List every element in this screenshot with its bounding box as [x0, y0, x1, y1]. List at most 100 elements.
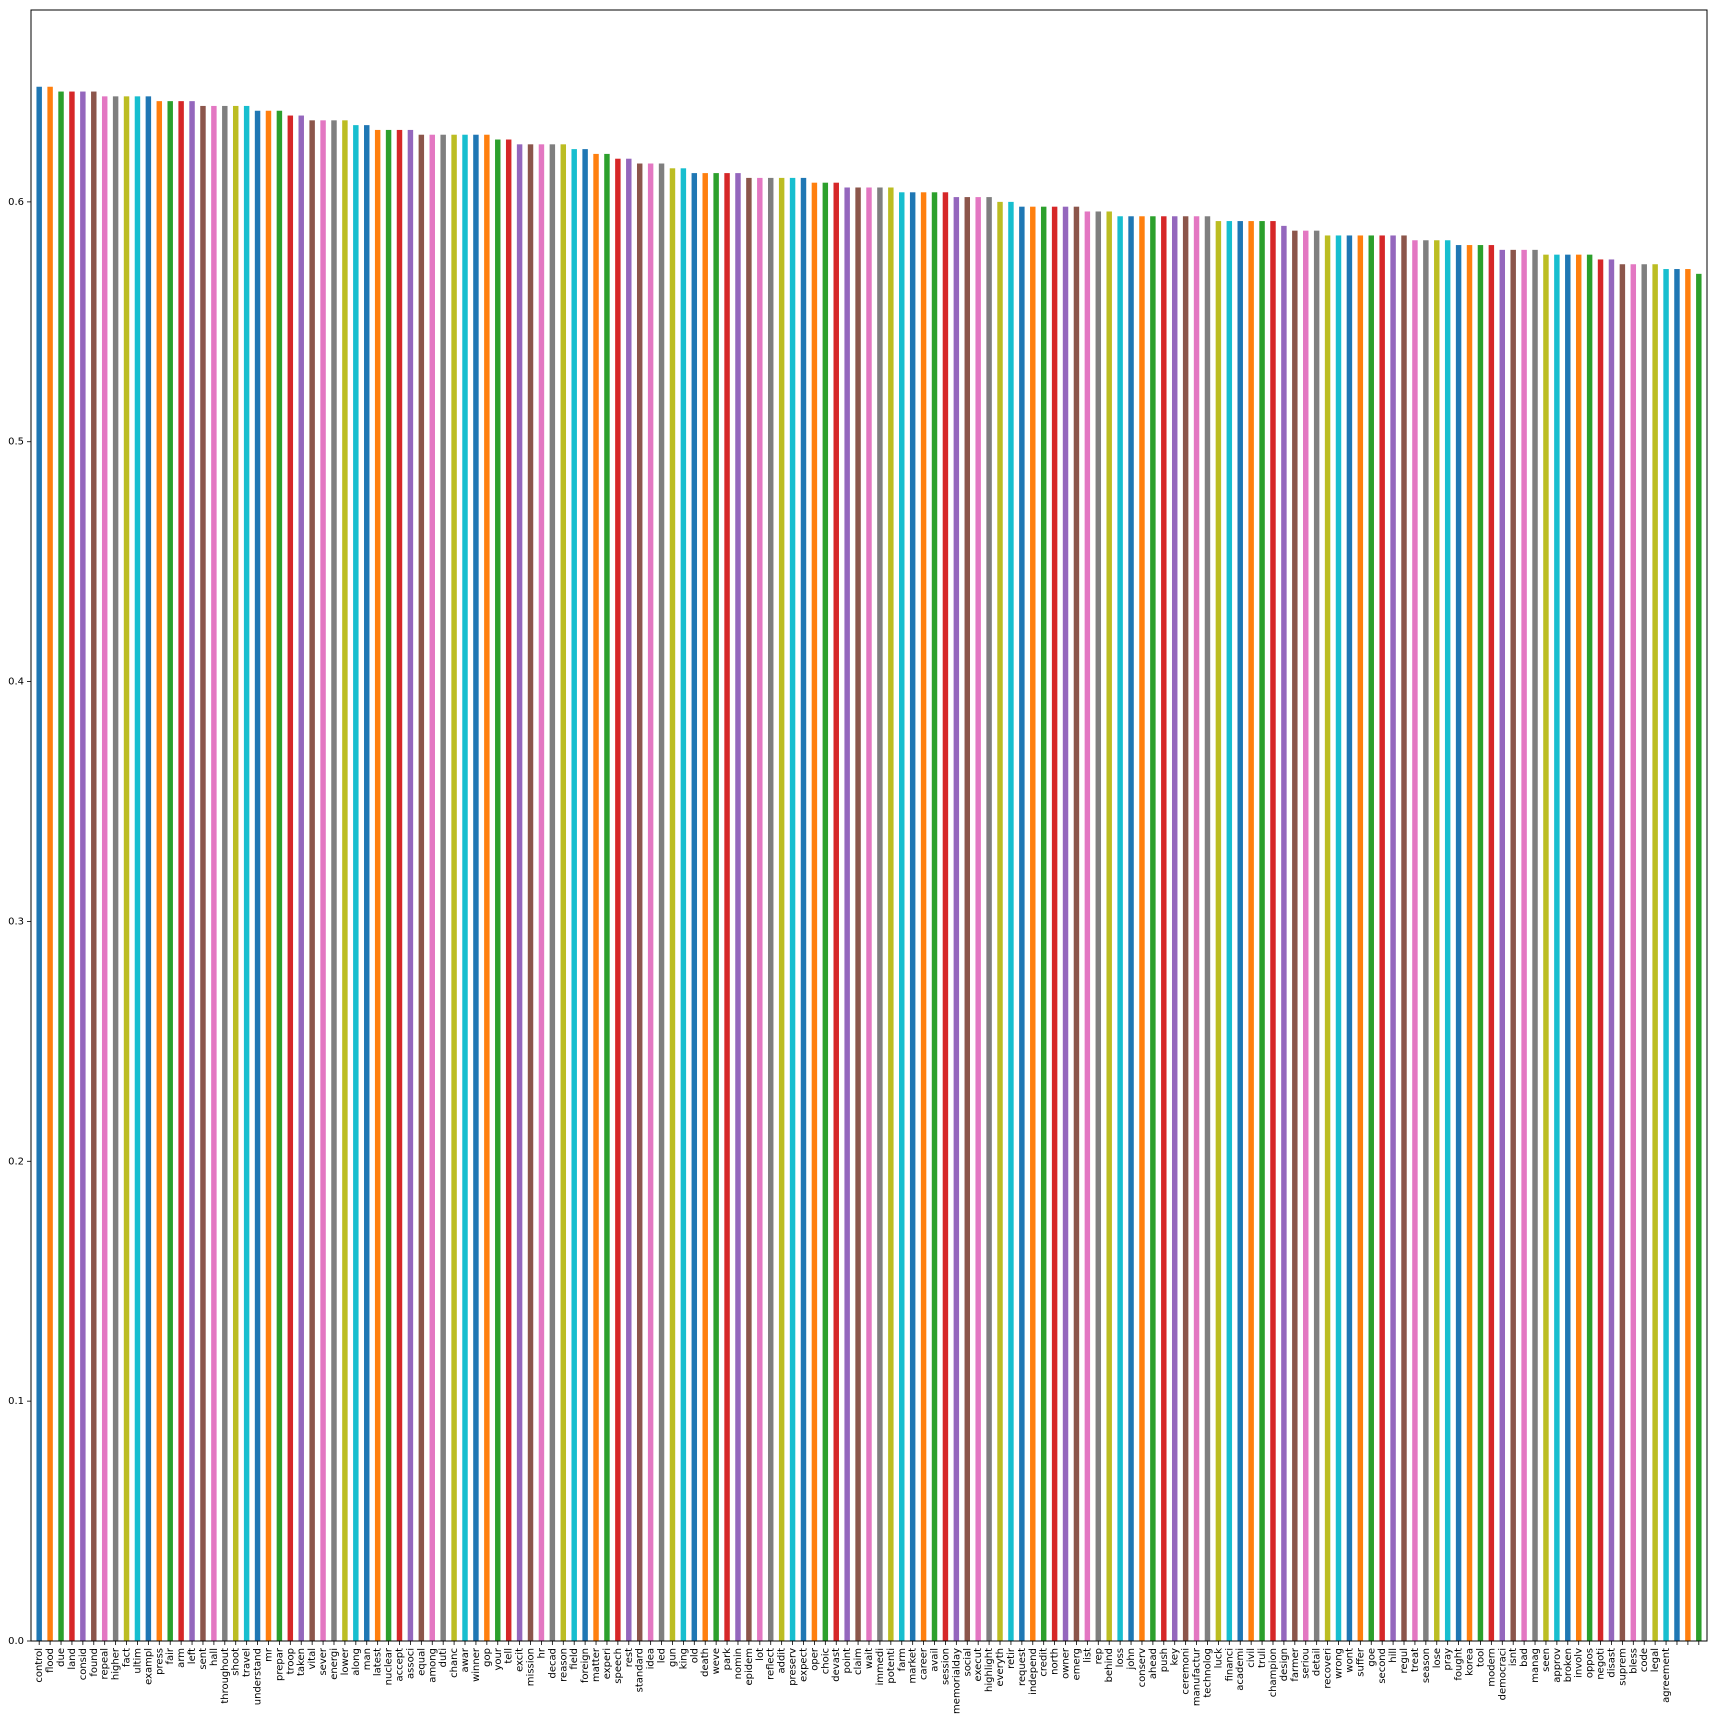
plot-frame — [30, 9, 1708, 1642]
bar-led — [658, 163, 665, 1641]
x-tick-label: choic — [820, 1648, 831, 1674]
bar-independ — [1030, 206, 1036, 1642]
bar-experi — [604, 153, 610, 1641]
x-tick-label: understand — [253, 1648, 264, 1705]
x-tick-label: among — [427, 1648, 438, 1683]
x-tick-label: experi — [602, 1648, 613, 1679]
bar-memorialday — [953, 197, 960, 1642]
bar-behind — [1106, 211, 1112, 1642]
x-tick-label: immedi — [875, 1648, 886, 1686]
bar-consid — [80, 91, 86, 1641]
bar-push — [1161, 216, 1167, 1641]
x-tick-label: potenti — [886, 1648, 897, 1684]
bar-hall — [211, 105, 217, 1642]
bar-approv — [1554, 254, 1560, 1641]
bar-lower — [342, 120, 348, 1642]
bar-lose — [1434, 240, 1440, 1641]
x-tick-label: credit — [1039, 1648, 1050, 1677]
x-tick-label: duti — [438, 1648, 449, 1667]
bar-fair — [167, 101, 173, 1641]
x-tick-label: season — [1421, 1648, 1432, 1683]
x-tick-label: manufactur — [1192, 1647, 1203, 1706]
bar-ceremoni — [1182, 216, 1189, 1641]
bar-point — [844, 187, 850, 1642]
x-tick-label: idea — [646, 1648, 657, 1669]
x-tick-label: modern — [1486, 1648, 1497, 1687]
bar-disast — [1608, 259, 1615, 1642]
x-tick-label: hr — [536, 1647, 547, 1658]
x-tick-label: arm — [176, 1648, 187, 1668]
bar-ahead — [1150, 216, 1156, 1641]
bar-goe — [1368, 235, 1374, 1642]
bar-exampl — [145, 96, 152, 1642]
bar-reflect — [768, 177, 774, 1641]
bar-decad — [549, 144, 556, 1641]
x-tick-label: preserv — [788, 1648, 799, 1686]
x-tick-label: sever — [318, 1647, 329, 1675]
x-tick-label: death — [700, 1648, 711, 1677]
bar-agreement — [1663, 269, 1669, 1641]
x-tick-label: your — [493, 1647, 504, 1670]
bar-north — [1051, 206, 1058, 1642]
x-tick-label: nuclear — [384, 1647, 395, 1685]
bar-retir — [1008, 201, 1014, 1641]
x-tick-label: career — [919, 1647, 930, 1680]
x-tick-label: conserv — [1137, 1648, 1148, 1687]
x-tick-label: hall — [209, 1648, 220, 1666]
bar-recoveri — [1324, 235, 1331, 1642]
x-tick-label: goe — [1366, 1648, 1377, 1667]
x-tick-label: detail — [1312, 1648, 1323, 1676]
x-tick-label: travel — [242, 1648, 253, 1677]
bar-bad — [1521, 249, 1527, 1642]
bar-old — [691, 173, 698, 1642]
x-tick-label: exampl — [143, 1648, 154, 1685]
bar-fought — [1455, 245, 1462, 1641]
x-tick-label: old — [689, 1648, 700, 1663]
x-tick-label: north — [1050, 1648, 1061, 1675]
x-tick-label: shoot — [231, 1648, 242, 1676]
bar-seen — [1543, 254, 1549, 1641]
x-tick-label: democraci — [1497, 1648, 1508, 1700]
bar-weve — [713, 173, 719, 1642]
bar-emerg — [1073, 206, 1080, 1642]
bar-everyth — [997, 201, 1003, 1641]
bar-your — [495, 139, 501, 1641]
x-tick-label: broken — [1563, 1648, 1574, 1682]
bar-truli — [1259, 221, 1265, 1641]
bar-negoti — [1597, 259, 1604, 1642]
x-tick-label: reason — [558, 1648, 569, 1682]
x-tick-label: treat — [1410, 1648, 1421, 1672]
bar-session — [942, 192, 949, 1641]
bar-modern — [1488, 245, 1495, 1641]
y-tick-label: 0.2 — [8, 1156, 24, 1167]
y-tick-label: 0.5 — [8, 437, 24, 448]
x-tick-label: tool — [1475, 1648, 1486, 1667]
bar-code — [1641, 264, 1647, 1641]
x-tick-label: hill — [1388, 1648, 1399, 1663]
bar-undefined — [1696, 273, 1702, 1642]
bar-social — [964, 197, 970, 1642]
x-tick-label: push — [1159, 1648, 1170, 1672]
bar-reason — [560, 144, 567, 1641]
bar-fact — [123, 96, 130, 1642]
x-tick-label: man — [362, 1648, 373, 1670]
x-tick-label: disast — [1606, 1648, 1617, 1678]
bar-involv — [1575, 254, 1582, 1641]
bar-expect — [800, 177, 807, 1641]
x-tick-label: involv — [1574, 1648, 1585, 1678]
bar-mr — [265, 110, 272, 1642]
bar-land — [69, 91, 75, 1641]
x-tick-label: field — [569, 1648, 580, 1670]
x-tick-label: farm — [897, 1648, 908, 1671]
x-tick-label: wait — [864, 1648, 875, 1669]
x-tick-label: civil — [1246, 1648, 1257, 1668]
bar-manufactur — [1193, 216, 1200, 1641]
bar-chanc — [451, 134, 457, 1642]
bar-avail — [931, 192, 938, 1641]
x-tick-label: owner — [1061, 1647, 1072, 1679]
x-tick-label: ahead — [1148, 1648, 1159, 1679]
x-tick-label: fact — [122, 1648, 133, 1667]
x-tick-label: seriou — [1301, 1648, 1312, 1679]
x-tick-label: mission — [526, 1648, 537, 1686]
x-tick-label: oper — [809, 1647, 820, 1671]
